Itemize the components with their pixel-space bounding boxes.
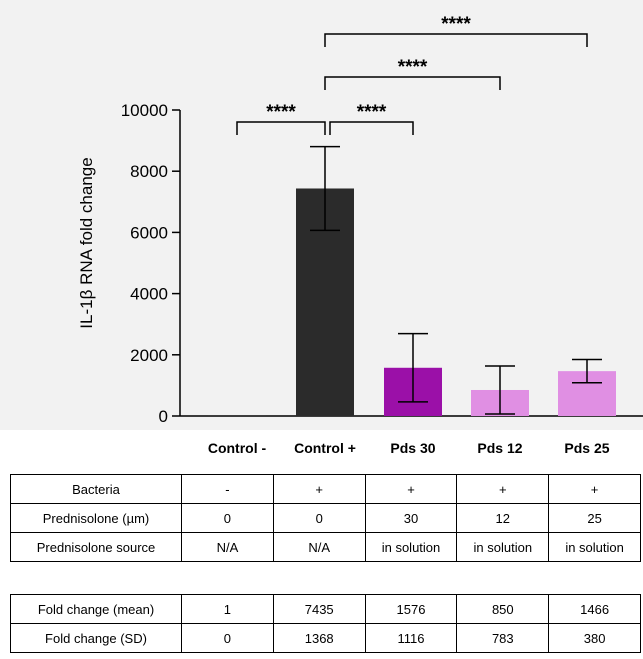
category-label: Control - [207,440,267,456]
y-tick-label: 0 [159,407,168,426]
significance-label: **** [357,102,387,123]
significance-label: **** [398,57,428,78]
table-row: Fold change (SD) 0 1368 1116 783 380 [10,623,641,653]
table-cell: 783 [456,623,550,653]
significance-bracket [324,76,501,90]
table-row: Prednisolone (µm) 0 0 30 12 25 [10,503,641,533]
table-cell: N/A [272,532,366,562]
table-cell: + [548,474,641,504]
y-tick-label: 2000 [130,346,168,365]
table-cell: 0 [272,503,366,533]
y-tick-label: 8000 [130,162,168,181]
table-cell: + [456,474,550,504]
category-label: Pds 25 [564,440,610,456]
significance-bracket [236,121,326,135]
table-row: Bacteria - + + + + [10,474,641,504]
conditions-table: Bacteria - + + + + Prednisolone (µm) 0 0… [10,474,641,562]
table-cell: - [181,474,274,504]
table-cell: 7435 [272,594,366,624]
y-tick-label: 4000 [130,285,168,304]
table-cell: 30 [364,503,458,533]
table-cell: 1368 [272,623,366,653]
bar-chart: 0 2000 4000 6000 8000 10000 IL-1β RNA fold cha… [77,14,643,426]
table-cell: + [364,474,458,504]
table-cell: in solution [364,532,458,562]
y-tick-label: 10000 [121,101,168,120]
category-label: Control + [294,440,356,456]
category-label: Pds 30 [390,440,436,456]
row-header: Prednisolone source [10,532,182,562]
table-cell: N/A [181,532,274,562]
table-cell: 1116 [364,623,458,653]
table-cell: 380 [548,623,641,653]
row-header: Fold change (mean) [10,594,182,624]
y-tick-label: 6000 [130,223,168,242]
significance-bracket [329,121,414,135]
chart-area: 0 2000 4000 6000 8000 10000 IL-1β RNA fold cha… [0,0,643,430]
table-cell: 0 [181,623,274,653]
table-row: Prednisolone source N/A N/A in solution … [10,532,641,562]
significance-label: **** [266,102,296,123]
table-cell: 1466 [548,594,641,624]
table-cell: + [272,474,366,504]
significance-bracket [324,33,588,47]
table-cell: 1 [181,594,274,624]
table-row: Fold change (mean) 1 7435 1576 850 1466 [10,594,641,624]
table-cell: 850 [456,594,550,624]
significance-label: **** [441,14,471,35]
y-axis-label: IL-1β RNA fold change [77,157,96,328]
table-cell: 1576 [364,594,458,624]
row-header: Prednisolone (µm) [10,503,182,533]
category-label: Pds 12 [477,440,523,456]
fold-change-table: Fold change (mean) 1 7435 1576 850 1466 … [10,594,641,653]
table-cell: 12 [456,503,550,533]
table-cell: in solution [456,532,550,562]
table-cell: in solution [548,532,641,562]
row-header: Bacteria [10,474,182,504]
table-cell: 0 [181,503,274,533]
table-cell: 25 [548,503,641,533]
row-header: Fold change (SD) [10,623,182,653]
